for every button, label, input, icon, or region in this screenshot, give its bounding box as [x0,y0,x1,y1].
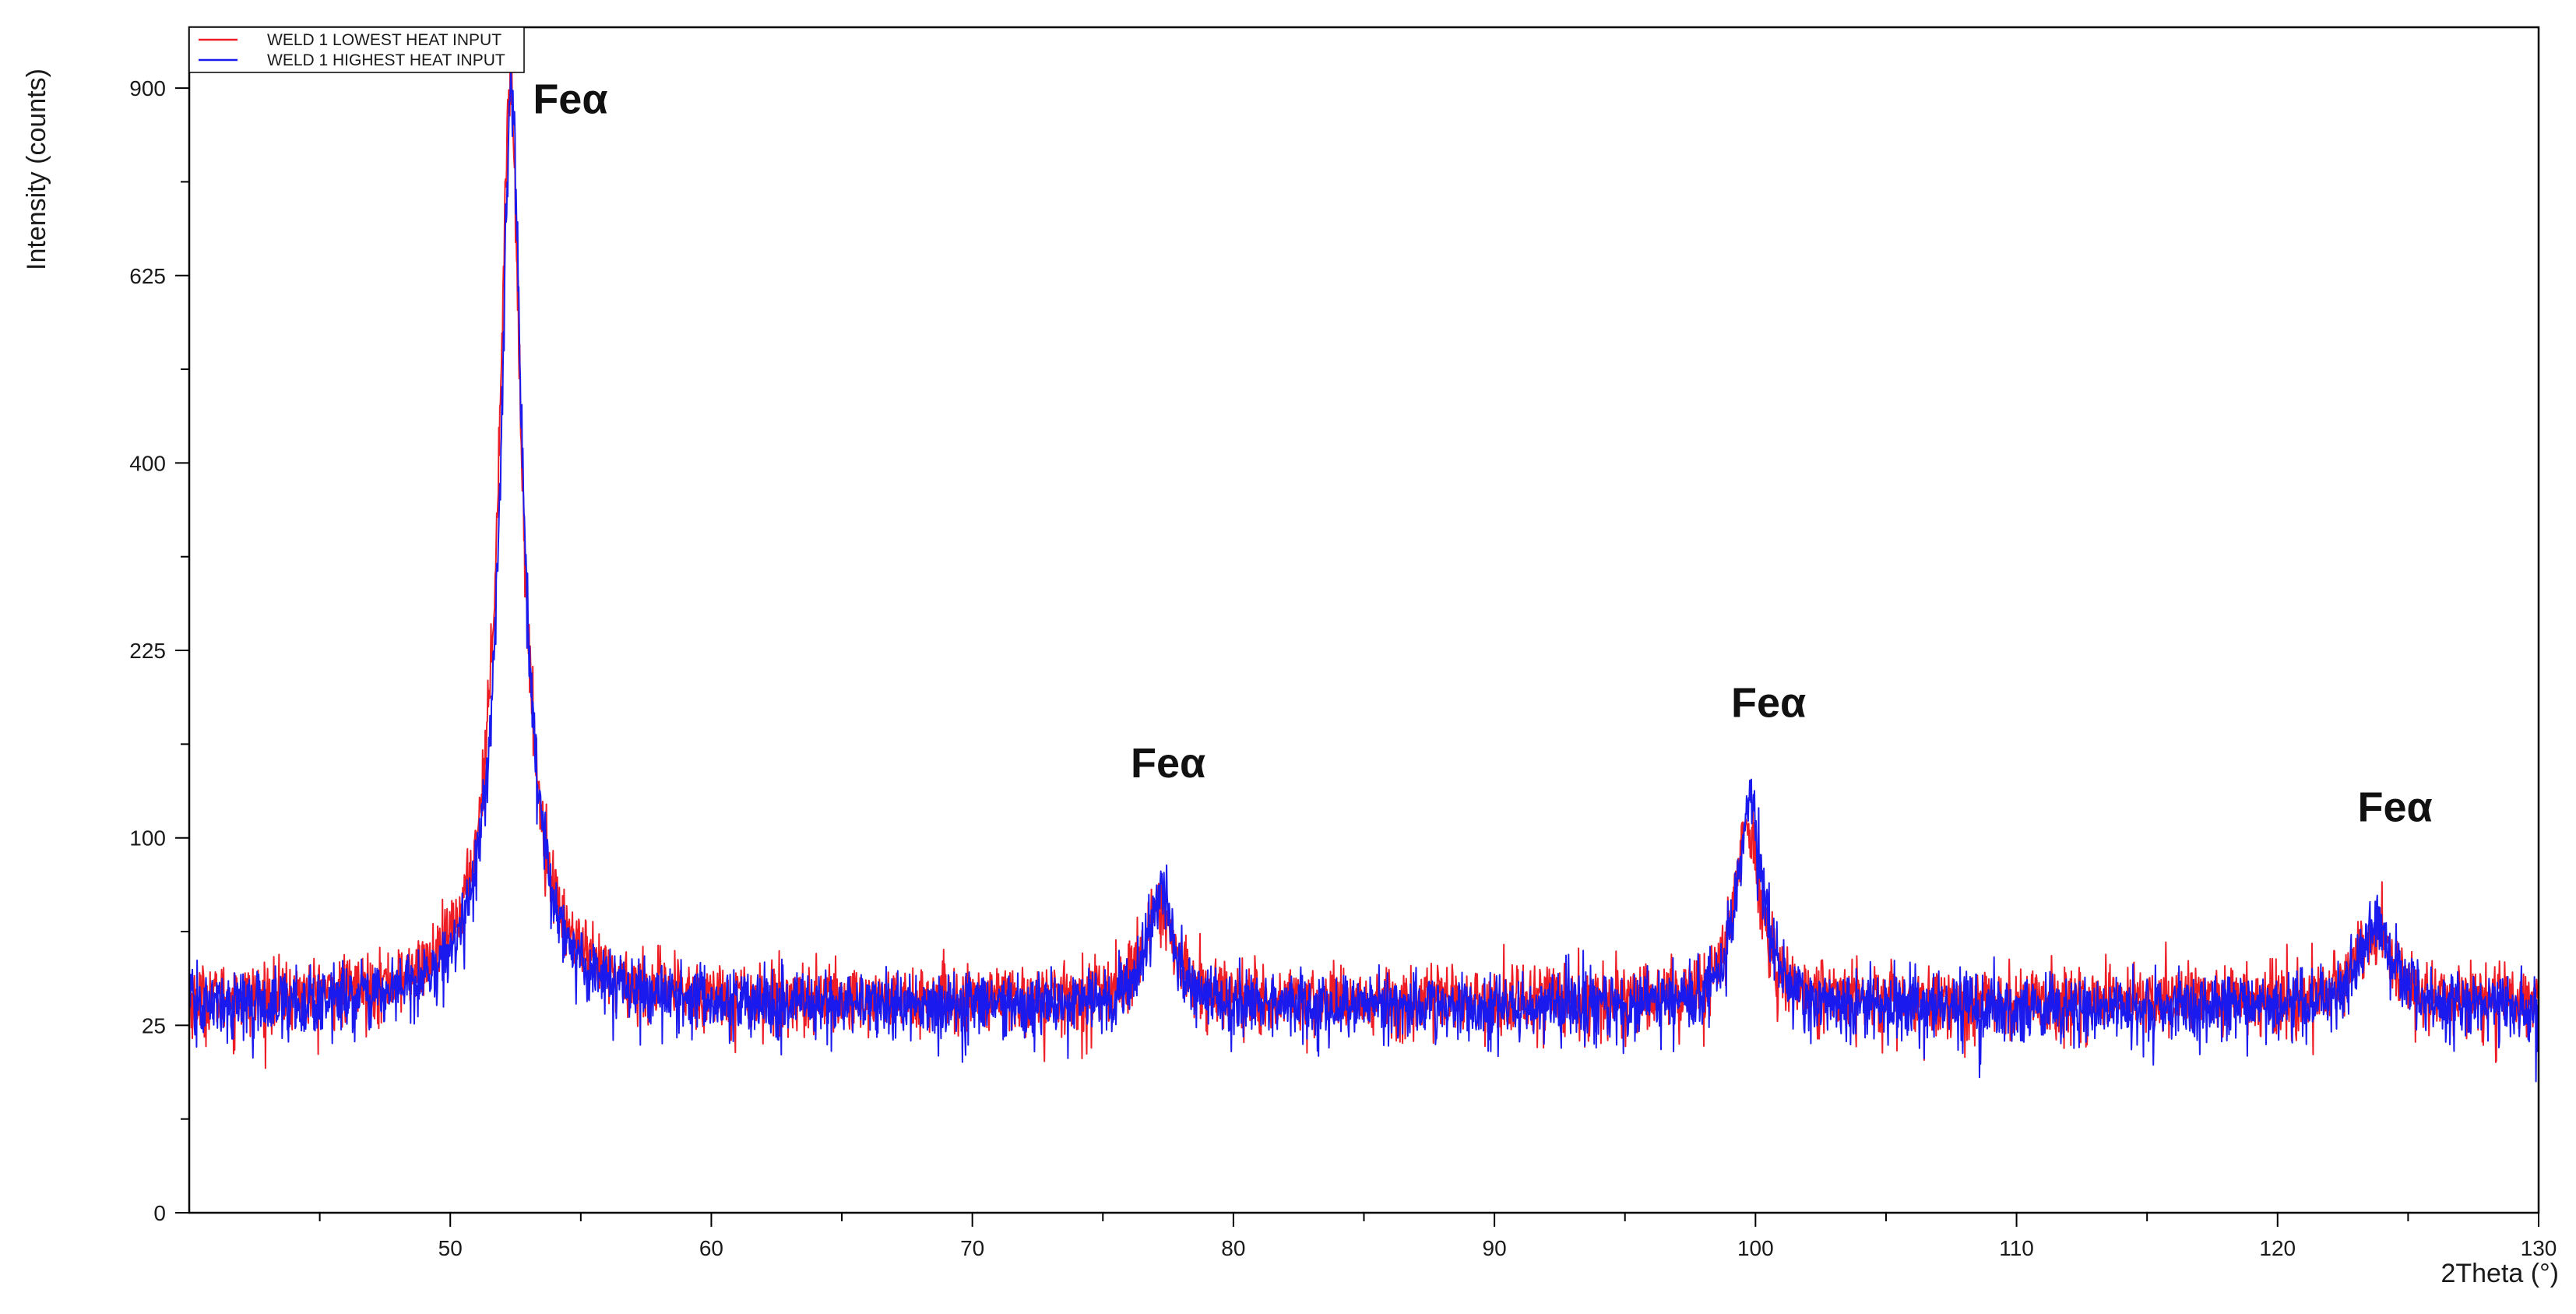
y-tick-label: 0 [153,1201,166,1225]
annotation-layer: Feα Feα Feα Feα [533,76,2432,831]
x-tick-label: 50 [438,1236,463,1260]
x-tick-label: 120 [2259,1236,2296,1260]
y-tick-label: 400 [129,451,166,475]
peak-annotation-1: Feα [533,76,607,123]
y-tick-label: 625 [129,264,166,288]
peak-annotation-3: Feα [1731,679,1806,726]
y-tick-label: 225 [129,639,166,663]
legend-label: WELD 1 HIGHEST HEAT INPUT [267,51,505,69]
plot-frame [188,26,2540,1214]
peak-annotation-2: Feα [1131,740,1205,787]
x-tick-label: 100 [1737,1236,1774,1260]
y-axis-title: Intensity (counts) [22,69,51,270]
y-tick-label: 25 [142,1013,166,1037]
axes-layer: 50 60 70 80 90 100 110 120 130 0 25 100 225 400 625 900… [22,26,2559,1288]
x-tick-label: 110 [1999,1236,2034,1260]
y-tick-label: 100 [129,826,166,851]
x-tick-label: 70 [960,1236,984,1260]
legend-box [188,26,525,73]
series-line-highest-heat-input [188,69,2539,1083]
legend-label: WELD 1 LOWEST HEAT INPUT [267,31,501,49]
legend: WELD 1 LOWEST HEAT INPUT WELD 1 HIGHEST H… [188,26,525,73]
y-tick-label: 900 [129,76,166,100]
peak-annotation-4: Feα [2358,784,2433,831]
x-tick-label: 80 [1221,1236,1245,1260]
series-layer [188,33,2539,1083]
series-line-lowest-heat-input [188,33,2539,1069]
x-tick-label: 60 [699,1236,723,1260]
x-tick-label: 130 [2521,1236,2557,1260]
x-tick-label: 90 [1483,1236,1507,1260]
x-axis-title: 2Theta (°) [2441,1259,2559,1288]
